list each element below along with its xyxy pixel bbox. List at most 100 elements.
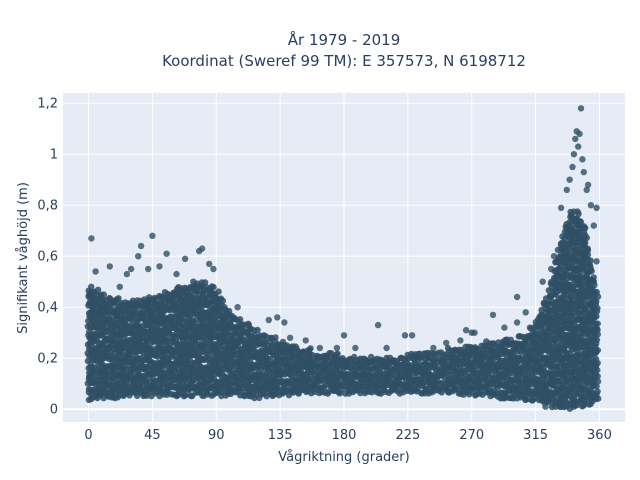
data-point bbox=[254, 326, 261, 334]
data-point bbox=[234, 304, 241, 311]
y-axis-ticks: 0 0,2 0,4 0,6 0,8 1 1,2 bbox=[37, 97, 58, 418]
data-point bbox=[443, 339, 450, 347]
data-point bbox=[430, 344, 437, 352]
data-point bbox=[566, 176, 573, 183]
y-tick-label: 0,8 bbox=[37, 199, 58, 214]
data-point bbox=[265, 316, 272, 324]
data-point bbox=[593, 313, 600, 320]
data-point bbox=[539, 278, 546, 285]
data-point bbox=[557, 240, 565, 247]
data-point bbox=[583, 186, 590, 194]
data-point bbox=[210, 283, 217, 291]
data-point bbox=[272, 334, 279, 341]
x-tick-label: 225 bbox=[395, 428, 420, 443]
y-tick-label: 0,6 bbox=[37, 250, 58, 265]
data-point bbox=[582, 224, 589, 232]
chart-title-line-2: Koordinat (Sweref 99 TM): E 357573, N 61… bbox=[162, 52, 526, 70]
data-point bbox=[575, 210, 582, 217]
data-point bbox=[594, 378, 602, 385]
data-point bbox=[281, 319, 288, 326]
data-point bbox=[577, 105, 585, 112]
data-point bbox=[106, 263, 114, 270]
data-point bbox=[548, 265, 555, 273]
data-point bbox=[219, 297, 227, 304]
data-point bbox=[489, 311, 497, 319]
data-point bbox=[210, 265, 217, 273]
data-point bbox=[594, 304, 601, 312]
data-point bbox=[593, 204, 600, 211]
data-point bbox=[587, 202, 595, 209]
data-point bbox=[307, 345, 314, 352]
data-point bbox=[569, 163, 576, 171]
data-point bbox=[587, 257, 594, 264]
data-point bbox=[557, 204, 565, 211]
data-point bbox=[245, 321, 253, 329]
x-tick-label: 0 bbox=[84, 428, 92, 443]
x-axis-title: Vågriktning (grader) bbox=[278, 450, 409, 465]
data-point bbox=[100, 291, 108, 298]
data-point bbox=[457, 337, 464, 344]
data-point bbox=[408, 332, 416, 339]
data-point bbox=[563, 186, 570, 194]
y-tick-label: 0,4 bbox=[37, 301, 58, 316]
data-point bbox=[593, 336, 601, 344]
data-point bbox=[579, 156, 586, 163]
data-point bbox=[149, 232, 156, 239]
data-point bbox=[542, 403, 549, 410]
x-tick-label: 180 bbox=[332, 428, 357, 443]
data-point bbox=[594, 347, 601, 354]
data-point bbox=[593, 258, 600, 265]
data-point bbox=[206, 260, 213, 268]
data-point bbox=[88, 235, 95, 242]
x-axis-ticks: 0 45 90 135 180 225 270 315 360 bbox=[84, 428, 611, 443]
data-point bbox=[522, 309, 529, 316]
data-point bbox=[173, 270, 180, 278]
data-point bbox=[135, 253, 142, 260]
data-point bbox=[145, 265, 152, 273]
data-point bbox=[181, 255, 189, 262]
data-point bbox=[513, 319, 521, 326]
data-point bbox=[286, 334, 294, 341]
x-tick-label: 360 bbox=[587, 428, 612, 443]
data-point bbox=[594, 373, 601, 380]
data-point bbox=[587, 262, 594, 269]
data-point bbox=[383, 344, 390, 352]
data-point bbox=[590, 278, 597, 285]
data-point bbox=[340, 332, 348, 339]
data-point bbox=[115, 295, 122, 302]
data-point bbox=[236, 316, 244, 323]
data-point bbox=[570, 151, 578, 158]
data-point bbox=[198, 245, 206, 252]
data-point bbox=[593, 325, 601, 332]
data-point bbox=[575, 143, 582, 150]
data-point bbox=[584, 181, 592, 188]
data-point bbox=[352, 344, 359, 352]
data-point bbox=[582, 239, 589, 247]
data-point bbox=[550, 253, 558, 260]
data-point bbox=[127, 265, 135, 273]
x-tick-label: 45 bbox=[144, 428, 161, 443]
data-point bbox=[593, 383, 600, 390]
data-point bbox=[594, 320, 601, 327]
data-point bbox=[576, 130, 583, 137]
data-point bbox=[88, 283, 95, 290]
data-point bbox=[274, 314, 281, 321]
data-point bbox=[590, 222, 597, 229]
data-point bbox=[526, 324, 534, 331]
data-point bbox=[302, 337, 309, 344]
data-point bbox=[333, 344, 341, 352]
x-tick-label: 135 bbox=[268, 428, 293, 443]
data-point bbox=[594, 388, 601, 395]
data-point bbox=[215, 288, 222, 295]
data-point bbox=[556, 403, 563, 410]
data-point bbox=[116, 283, 124, 290]
data-point bbox=[513, 293, 521, 301]
data-points bbox=[84, 105, 602, 412]
data-point bbox=[584, 245, 591, 252]
y-tick-label: 0,2 bbox=[37, 352, 58, 367]
x-tick-label: 315 bbox=[523, 428, 548, 443]
data-point bbox=[501, 324, 508, 331]
data-point bbox=[572, 135, 579, 143]
y-axis-title: Signifikant våghöjd (m) bbox=[16, 182, 31, 334]
